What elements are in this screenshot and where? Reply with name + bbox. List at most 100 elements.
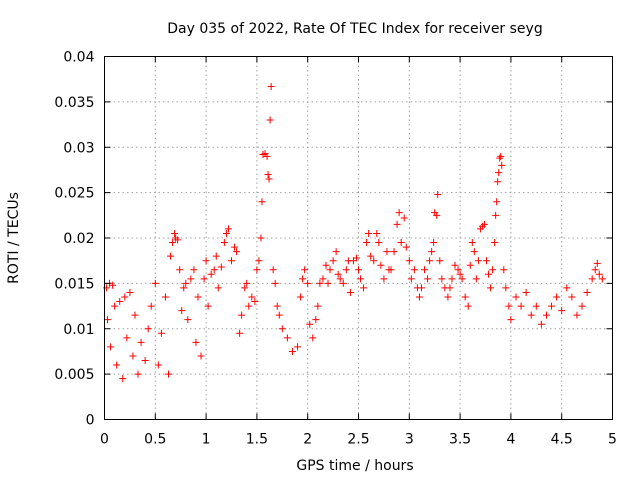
data-point bbox=[273, 302, 281, 310]
data-point bbox=[202, 257, 210, 265]
data-point bbox=[433, 211, 441, 219]
x-axis-label: GPS time / hours bbox=[296, 458, 413, 474]
data-point bbox=[107, 343, 115, 351]
data-point bbox=[324, 279, 332, 287]
data-point bbox=[171, 229, 179, 237]
x-tick-label: 2.5 bbox=[347, 432, 369, 448]
data-point bbox=[126, 288, 134, 296]
data-point bbox=[251, 298, 259, 306]
data-point bbox=[169, 239, 177, 247]
y-tick-label: 0.01 bbox=[63, 322, 94, 338]
data-point bbox=[109, 281, 117, 289]
data-point bbox=[446, 284, 454, 292]
data-point bbox=[326, 266, 334, 274]
y-tick-label: 0 bbox=[86, 413, 95, 429]
data-point bbox=[370, 257, 378, 265]
data-point bbox=[238, 311, 246, 319]
data-point bbox=[312, 316, 320, 324]
data-point bbox=[151, 279, 159, 287]
data-point bbox=[157, 329, 165, 337]
data-point bbox=[532, 302, 540, 310]
data-point bbox=[309, 334, 317, 342]
data-point bbox=[424, 275, 432, 283]
data-point bbox=[197, 352, 205, 360]
y-axis-label: ROTI / TECUs bbox=[6, 192, 22, 284]
data-point bbox=[507, 316, 515, 324]
data-point bbox=[548, 302, 556, 310]
grid-lines bbox=[104, 56, 613, 420]
data-point bbox=[301, 266, 309, 274]
y-tick-label: 0.04 bbox=[63, 50, 94, 66]
data-point bbox=[527, 311, 535, 319]
data-point bbox=[271, 279, 279, 287]
data-point bbox=[387, 266, 395, 274]
data-point bbox=[161, 293, 169, 301]
y-tick-label: 0.035 bbox=[54, 95, 94, 111]
data-point bbox=[497, 152, 505, 160]
data-point bbox=[454, 266, 462, 274]
data-point bbox=[241, 284, 249, 292]
data-point bbox=[498, 161, 506, 169]
data-point bbox=[537, 320, 545, 328]
data-point bbox=[123, 334, 131, 342]
data-point bbox=[563, 284, 571, 292]
data-point bbox=[430, 239, 438, 247]
data-point bbox=[472, 275, 480, 283]
data-point bbox=[417, 284, 425, 292]
data-point bbox=[495, 169, 503, 177]
data-point bbox=[517, 302, 525, 310]
data-point bbox=[222, 229, 230, 237]
data-point bbox=[393, 220, 401, 228]
data-point bbox=[494, 178, 502, 186]
data-point bbox=[316, 279, 324, 287]
data-point bbox=[174, 236, 182, 244]
data-point bbox=[167, 252, 175, 260]
data-point bbox=[180, 284, 188, 292]
data-point bbox=[466, 261, 474, 269]
x-tick-label: 2 bbox=[303, 432, 312, 448]
data-point bbox=[204, 302, 212, 310]
data-point bbox=[377, 261, 385, 269]
data-point bbox=[436, 257, 444, 265]
data-point bbox=[357, 275, 365, 283]
data-point bbox=[154, 361, 162, 369]
data-point bbox=[192, 338, 200, 346]
data-point bbox=[322, 261, 330, 269]
data-point bbox=[402, 243, 410, 251]
data-point bbox=[334, 270, 342, 278]
data-point bbox=[200, 275, 208, 283]
data-point bbox=[297, 293, 305, 301]
data-point bbox=[492, 211, 500, 219]
data-point bbox=[363, 239, 371, 247]
data-point bbox=[487, 284, 495, 292]
data-point bbox=[212, 252, 220, 260]
data-point bbox=[500, 266, 508, 274]
data-point bbox=[407, 275, 415, 283]
data-point bbox=[367, 252, 375, 260]
data-point bbox=[505, 302, 513, 310]
data-point bbox=[342, 266, 350, 274]
chart-title: Day 035 of 2022, Rate Of TEC Index for r… bbox=[167, 21, 542, 37]
data-point bbox=[190, 266, 198, 274]
data-point bbox=[187, 275, 195, 283]
data-point bbox=[299, 275, 307, 283]
data-point bbox=[236, 329, 244, 337]
data-point bbox=[257, 234, 265, 242]
data-point bbox=[217, 263, 225, 271]
data-point bbox=[491, 239, 499, 247]
data-point bbox=[512, 293, 520, 301]
data-point bbox=[178, 307, 186, 315]
data-point bbox=[339, 279, 347, 287]
data-point bbox=[182, 279, 190, 287]
data-point bbox=[329, 257, 337, 265]
data-point bbox=[426, 257, 434, 265]
data-point bbox=[405, 257, 413, 265]
data-point bbox=[294, 343, 302, 351]
data-point bbox=[147, 302, 155, 310]
data-point bbox=[255, 257, 263, 265]
data-point bbox=[395, 209, 403, 217]
x-tick-label: 4 bbox=[506, 432, 515, 448]
data-point bbox=[231, 243, 239, 251]
data-point bbox=[253, 266, 261, 274]
data-point bbox=[428, 248, 436, 256]
